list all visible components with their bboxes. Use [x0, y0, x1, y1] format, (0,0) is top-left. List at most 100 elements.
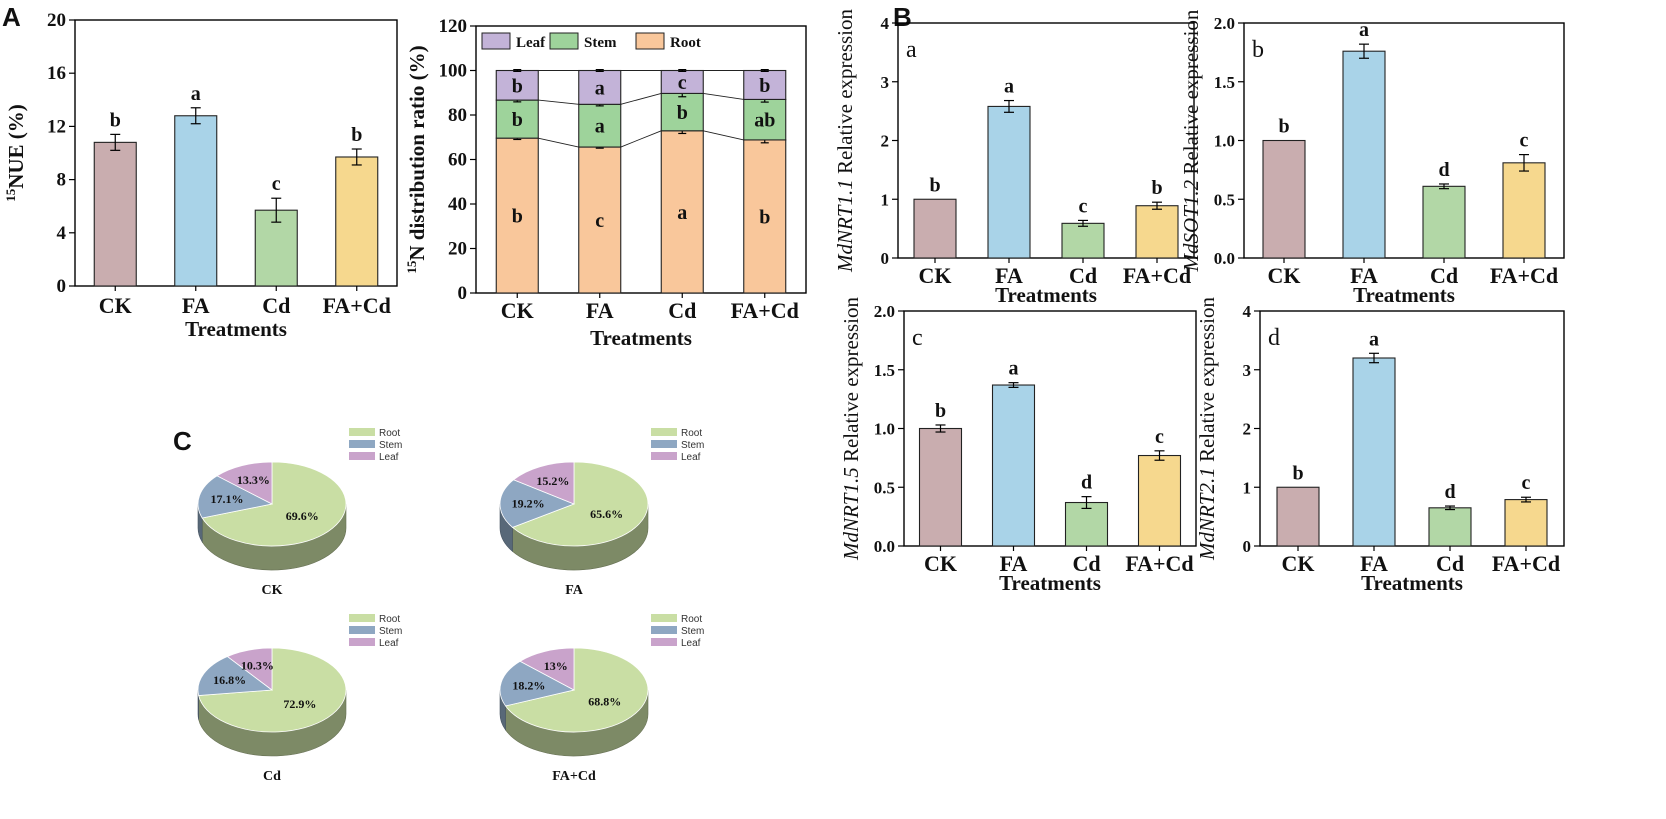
bar-segment-stem — [495, 99, 539, 139]
significance-letter: b — [512, 75, 523, 97]
isotope-superscript: 15 — [3, 188, 18, 202]
x-tick-label: CK — [99, 293, 132, 318]
y-title-rest: Relative expression — [1179, 9, 1203, 180]
x-tick-label: Cd — [1436, 551, 1464, 576]
panel-label-b: B — [893, 2, 912, 32]
sub-panel-label: b — [1252, 37, 1264, 63]
significance-letter: b — [512, 206, 523, 228]
x-tick-label: FA+Cd — [731, 298, 799, 323]
y-axis-title: MdNRT1.1 Relative expression — [833, 8, 857, 273]
plot-frame — [74, 19, 398, 287]
y-tick-label: 20 — [448, 239, 467, 260]
bar-FA+Cd — [1502, 162, 1546, 259]
significance-letter: c — [678, 72, 687, 94]
significance-letter: a — [1004, 76, 1014, 98]
connector-line — [703, 130, 744, 141]
pie-slice-leaf — [226, 647, 273, 691]
chart-B_c: 0.0 0.5 1.0 1.5 2.0 b CK a FA d Cd c FA+Cd Treatments… — [839, 296, 1197, 595]
pie-title: FA — [565, 583, 584, 598]
pie-legend-label: Leaf — [379, 452, 399, 463]
gene-name: MdSOT1.2 — [1179, 179, 1203, 272]
pie-value-label: 10.3% — [241, 658, 274, 672]
legend-swatch-leaf — [481, 32, 511, 50]
x-tick-label: CK — [1268, 263, 1301, 288]
y-tick-label: 1.5 — [1214, 73, 1235, 92]
bar-FA+Cd — [1504, 499, 1548, 547]
bar-Cd — [1428, 507, 1472, 547]
bar-CK — [93, 141, 137, 287]
bar-segment-root — [660, 130, 704, 294]
x-tick-label: CK — [501, 298, 534, 323]
pie-legend-label: Stem — [681, 626, 704, 637]
chart-A_distribution: 020406080100120bbbCKcaaFAabcCdbabbFA+CdT… — [404, 16, 807, 350]
connector-line — [703, 92, 744, 100]
x-tick-label: Cd — [1430, 263, 1458, 288]
legend-label: Stem — [584, 35, 617, 51]
x-tick-label: FA — [1000, 551, 1028, 576]
pie-legend-swatch-root — [349, 614, 375, 622]
pie-legend-swatch-stem — [349, 440, 375, 448]
pie-slice-root — [201, 461, 347, 547]
pie-legend-swatch-stem — [349, 626, 375, 634]
pie-title: FA+Cd — [552, 769, 596, 784]
pie-value-label: 68.8% — [588, 695, 621, 709]
pie-legend-swatch-root — [651, 614, 677, 622]
significance-letter: b — [677, 102, 688, 124]
y-tick-label: 1.0 — [874, 420, 895, 439]
significance-letter: c — [272, 173, 281, 195]
significance-letter: a — [191, 83, 201, 105]
pie-legend-swatch-stem — [651, 440, 677, 448]
significance-letter: c — [1520, 130, 1529, 152]
x-tick-label: FA+Cd — [1123, 263, 1191, 288]
bar-segment-leaf — [743, 69, 787, 100]
x-axis-title: Treatments — [999, 571, 1101, 595]
x-tick-label: Cd — [262, 293, 290, 318]
significance-letter: a — [677, 202, 687, 224]
y-tick-label: 1 — [1243, 478, 1252, 497]
y-title-rest: N distribution ratio (%) — [405, 45, 429, 260]
x-axis-title: Treatments — [1361, 571, 1463, 595]
significance-letter: a — [1369, 328, 1379, 350]
significance-letter: b — [929, 174, 940, 196]
bar-Cd — [254, 209, 298, 287]
bar-Cd — [1422, 185, 1466, 259]
pie-legend-label: Stem — [379, 626, 402, 637]
bar-CK — [1276, 486, 1320, 547]
x-tick-label: CK — [924, 551, 957, 576]
pie-legend-label: Root — [681, 614, 702, 625]
x-tick-label: Cd — [1069, 263, 1097, 288]
pie-legend-swatch-leaf — [349, 452, 375, 460]
pie-legend-swatch-root — [349, 428, 375, 436]
y-axis-title: MdSOT1.2 Relative expression — [1179, 9, 1203, 272]
pie-slice-stem — [499, 660, 576, 707]
x-tick-label: FA+Cd — [1492, 551, 1560, 576]
pie-legend-label: Leaf — [681, 638, 701, 649]
pie-value-label: 19.2% — [512, 497, 545, 511]
connector-line — [620, 92, 662, 105]
bar-segment-leaf — [495, 69, 539, 101]
y-tick-label: 0.0 — [874, 537, 895, 556]
pie-legend-label: Root — [379, 614, 400, 625]
y-title-rest: Relative expression — [833, 8, 857, 179]
pie-value-label: 16.8% — [213, 673, 246, 687]
pie-value-label: 72.9% — [283, 697, 316, 711]
bar-segment-leaf — [578, 69, 622, 105]
bar-FA+Cd — [1135, 205, 1179, 259]
x-tick-label: FA — [586, 298, 614, 323]
x-tick-label: FA — [182, 293, 210, 318]
significance-letter: c — [1155, 426, 1164, 448]
legend-label: Leaf — [516, 35, 546, 51]
sub-panel-label: c — [912, 325, 923, 351]
pie-legend-label: Leaf — [681, 452, 701, 463]
pie-slice-leaf — [519, 647, 575, 691]
pie-legend-swatch-leaf — [651, 452, 677, 460]
pie-legend-label: Stem — [681, 440, 704, 451]
charts-layer: 048121620bCKaFAcCdbFA+CdTreatments15NUE … — [3, 8, 1565, 784]
y-tick-label: 2.0 — [874, 302, 895, 321]
y-tick-label: 3 — [881, 73, 890, 92]
y-tick-label: 0 — [57, 276, 67, 297]
